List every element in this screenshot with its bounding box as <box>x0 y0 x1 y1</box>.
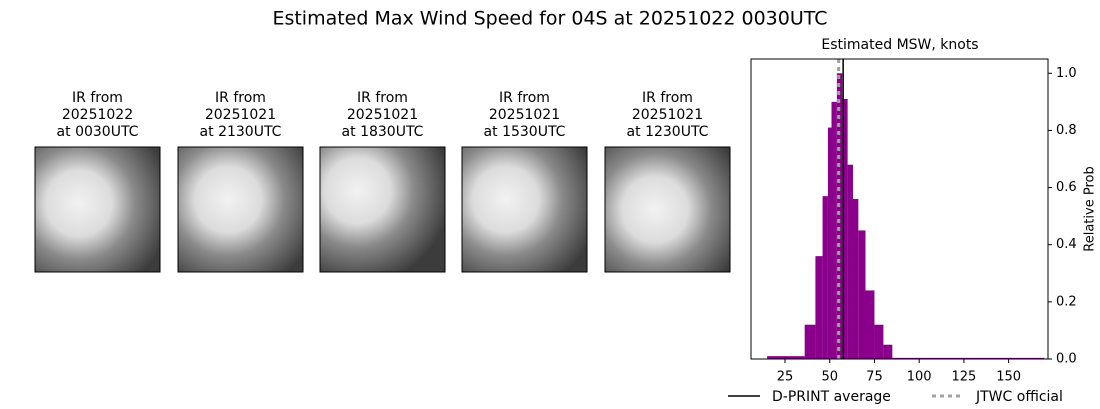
bar <box>865 290 875 359</box>
bar <box>874 324 884 359</box>
x-tick-label: 25 <box>777 370 794 385</box>
bar <box>831 101 837 359</box>
y-tick-label: 0.8 <box>1056 123 1077 138</box>
panel-title: at 1830UTC <box>342 124 424 140</box>
panel-title: 20251021 <box>489 107 560 123</box>
panel-title: IR from <box>215 90 266 106</box>
y-tick-label: 0.6 <box>1056 180 1077 195</box>
panel-title: 20251021 <box>205 107 276 123</box>
panel-title: IR from <box>499 90 550 106</box>
panel-title: at 2130UTC <box>200 124 282 140</box>
panel-title: IR from <box>72 90 123 106</box>
bar <box>858 230 866 359</box>
bar <box>847 164 853 359</box>
bar <box>852 199 859 359</box>
x-tick-label: 125 <box>951 370 976 385</box>
figure-title: Estimated Max Wind Speed for 04S at 2025… <box>272 8 827 30</box>
x-tick-label: 75 <box>866 370 883 385</box>
panel-title: at 1230UTC <box>627 124 709 140</box>
x-tick-label: 50 <box>821 370 838 385</box>
plot-frame <box>750 58 1049 360</box>
panel-title: at 0030UTC <box>57 124 139 140</box>
legend-label: D-PRINT average <box>772 389 891 405</box>
bar <box>836 73 843 360</box>
panel-title: IR from <box>357 90 408 106</box>
bar <box>883 344 893 359</box>
y-tick-label: 0.0 <box>1056 352 1077 367</box>
ir-image <box>177 146 304 273</box>
ir-image <box>34 146 161 273</box>
bar <box>815 256 823 359</box>
ir-image <box>461 146 588 273</box>
panel-title: 20251021 <box>347 107 418 123</box>
y-tick-label: 1.0 <box>1056 66 1077 81</box>
bar <box>822 196 828 359</box>
ir-image <box>319 146 446 273</box>
bar <box>827 127 832 359</box>
x-tick-label: 100 <box>907 370 932 385</box>
y-tick-label: 0.2 <box>1056 294 1077 309</box>
ir-image <box>604 146 731 273</box>
y-axis-label: Relative Prob <box>1083 166 1098 251</box>
x-tick-label: 150 <box>996 370 1021 385</box>
bar <box>892 357 1045 359</box>
bar <box>804 324 816 359</box>
panel-title: at 1530UTC <box>484 124 566 140</box>
panel-title: IR from <box>642 90 693 106</box>
panel-title: 20251022 <box>62 107 133 123</box>
bar <box>842 99 848 359</box>
y-tick-label: 0.4 <box>1056 237 1077 252</box>
bar <box>767 356 805 359</box>
panel-title: 20251021 <box>632 107 703 123</box>
legend-label: JTWC official <box>975 389 1063 405</box>
chart-title: Estimated MSW, knots <box>821 37 978 53</box>
